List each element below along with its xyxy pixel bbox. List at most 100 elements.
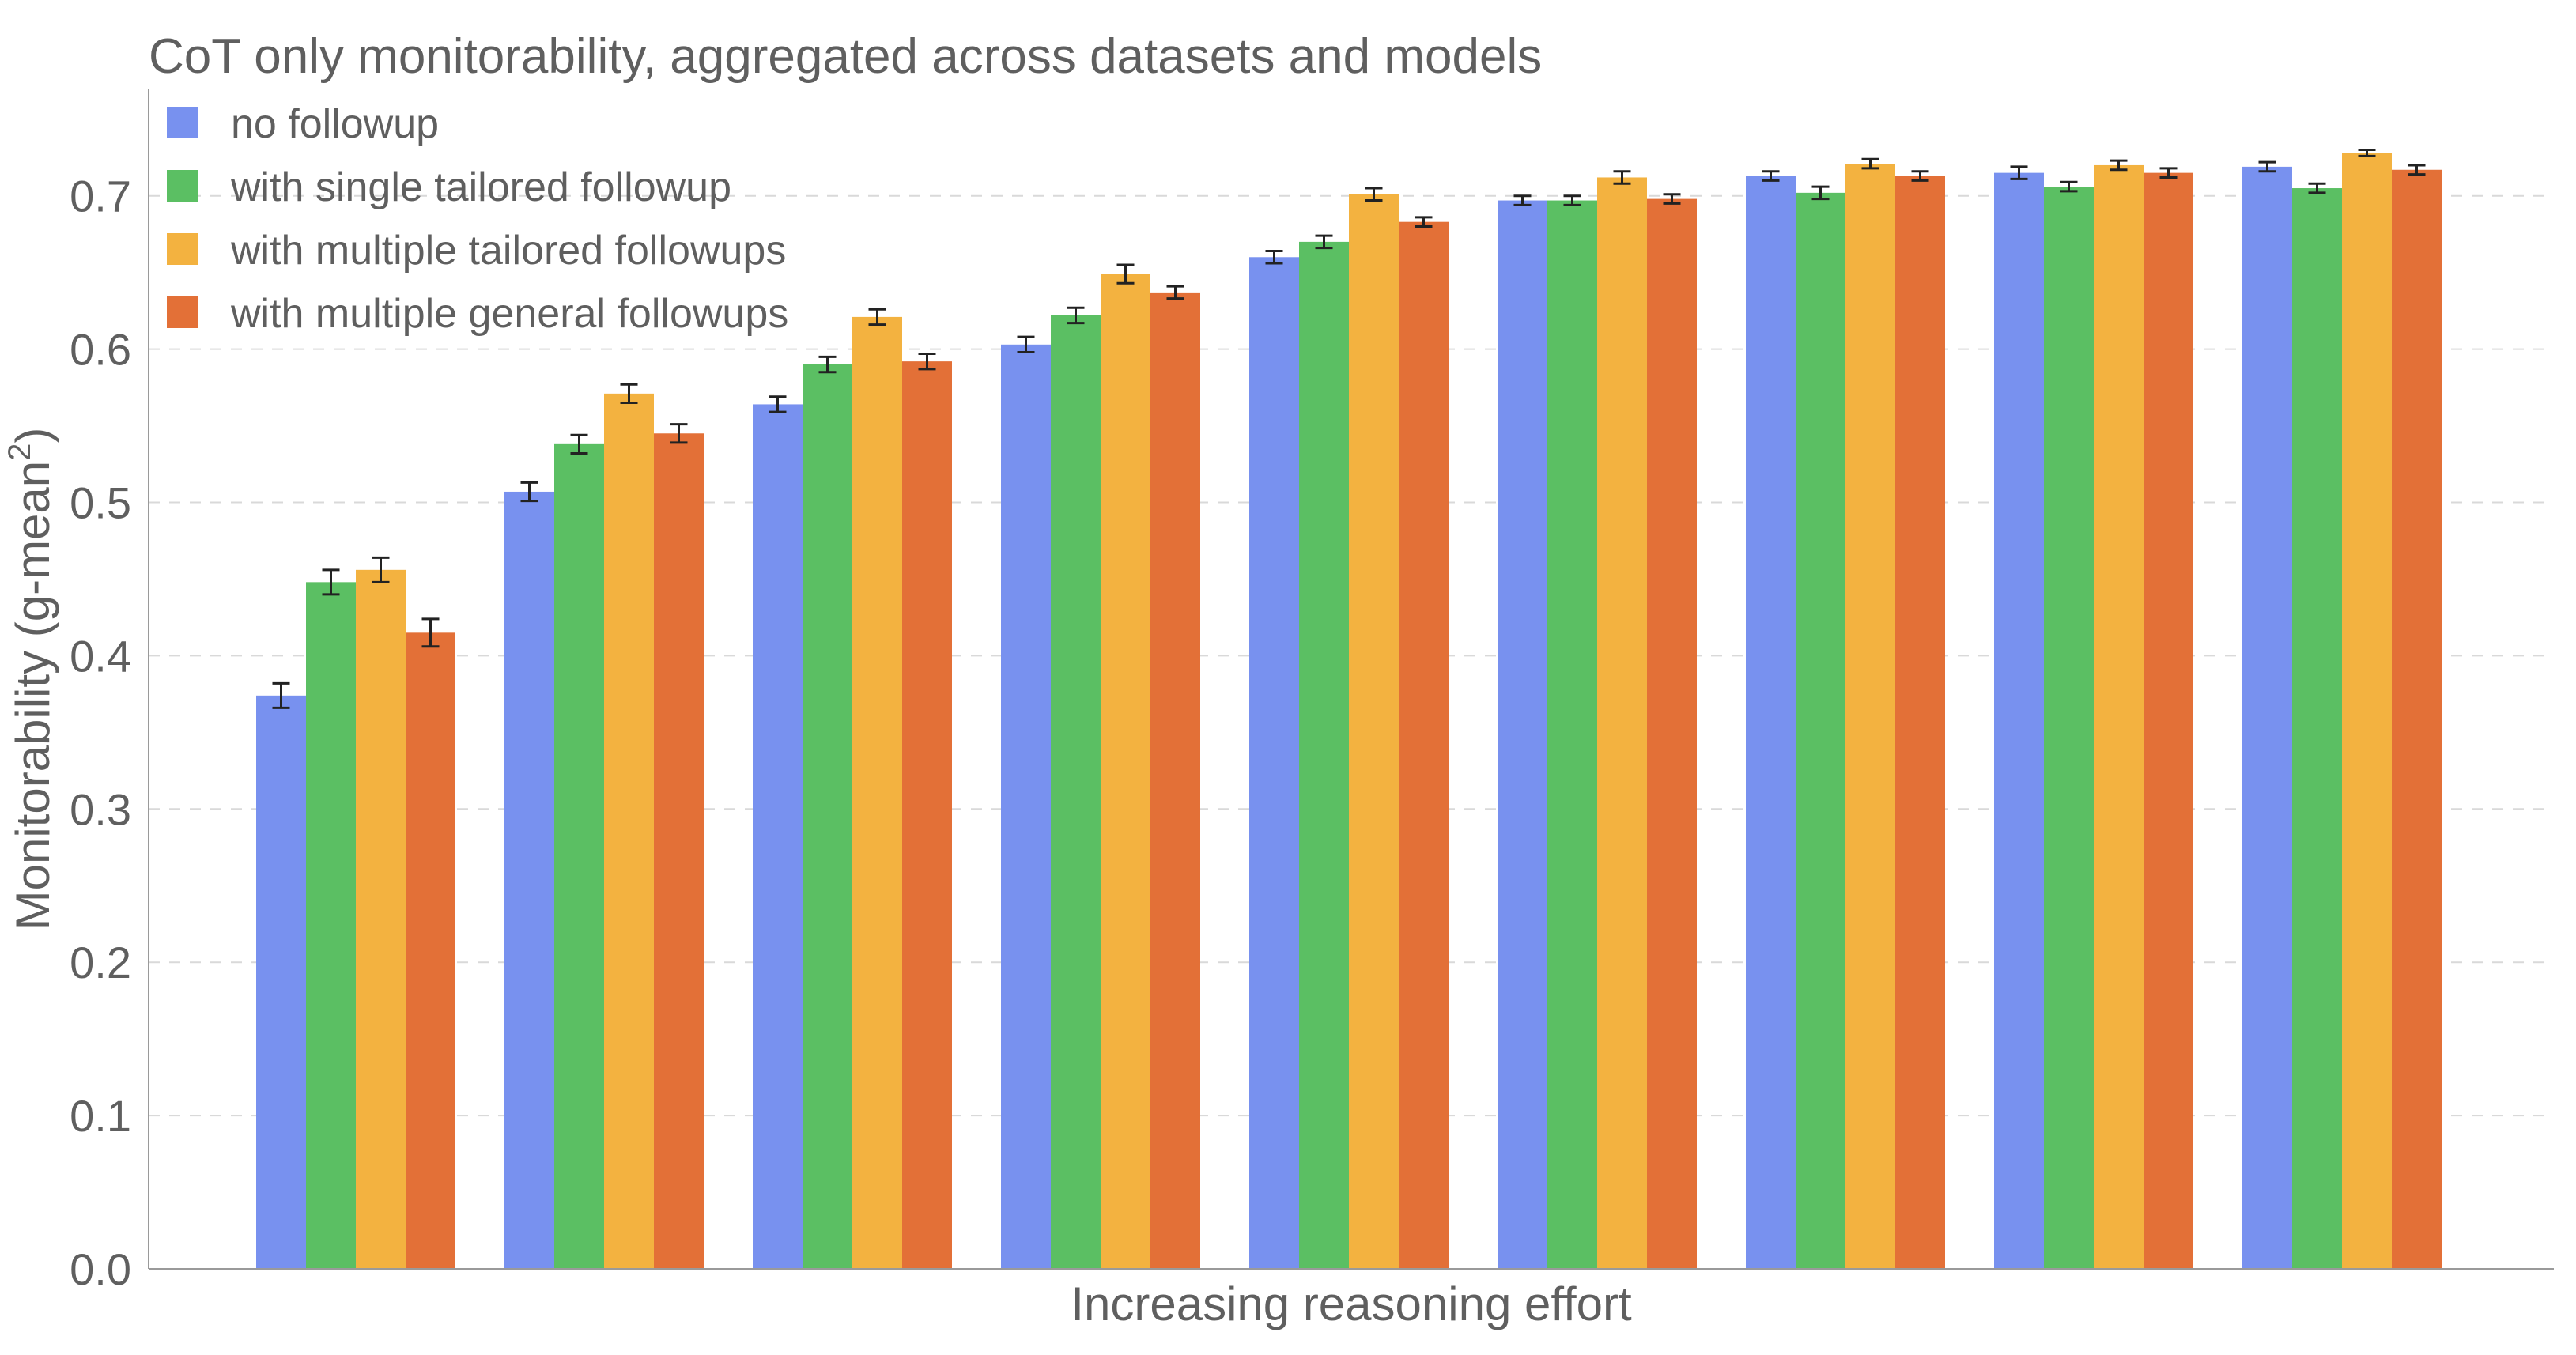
- bar: [2044, 187, 2094, 1269]
- error-bar: [1017, 335, 1035, 354]
- axes: [148, 89, 2554, 1270]
- y-tick-label: 0.7: [70, 172, 131, 221]
- bar: [753, 404, 803, 1269]
- bar: [306, 582, 356, 1269]
- bar: [1299, 241, 1349, 1269]
- bar: [654, 433, 704, 1269]
- bar: [2342, 153, 2392, 1269]
- bar: [902, 361, 952, 1270]
- error-bar: [1613, 170, 1631, 185]
- bar: [1101, 274, 1150, 1270]
- y-tick-label: 0.1: [70, 1091, 131, 1141]
- legend-label: with multiple general followups: [230, 291, 788, 337]
- error-bar: [1861, 157, 1879, 170]
- bar: [1051, 315, 1101, 1269]
- error-bar: [372, 556, 390, 583]
- error-bar: [2358, 149, 2376, 157]
- legend-label: with single tailored followup: [230, 164, 731, 210]
- legend-swatch: [167, 170, 198, 202]
- y-tick-label: 0.5: [70, 478, 131, 528]
- y-tick-label: 0.6: [70, 325, 131, 375]
- bar: [1895, 176, 1945, 1270]
- error-bar: [520, 481, 538, 503]
- legend-swatch: [167, 296, 198, 328]
- bar: [1845, 164, 1895, 1270]
- legend-item: with single tailored followup: [167, 164, 731, 210]
- error-bar: [421, 617, 440, 648]
- y-axis-label: Monitorability (g-mean2): [2, 428, 59, 930]
- error-bars: [272, 149, 2426, 709]
- error-bar: [322, 568, 340, 596]
- bar: [1994, 172, 2044, 1270]
- bar: [604, 393, 654, 1269]
- error-bar: [1911, 170, 1929, 182]
- error-bar: [1265, 250, 1283, 265]
- y-axis-label-close: ): [6, 428, 59, 443]
- bar: [803, 364, 852, 1270]
- legend-label: with multiple tailored followups: [230, 228, 786, 274]
- error-bar: [2110, 159, 2128, 172]
- error-bar: [2408, 164, 2426, 176]
- legend-swatch: [167, 233, 198, 265]
- y-tick-label: 0.0: [70, 1244, 131, 1294]
- bar: [2292, 188, 2342, 1269]
- bar: [1647, 198, 1697, 1269]
- error-bar: [2308, 182, 2326, 194]
- error-bar: [1415, 216, 1433, 228]
- bar: [852, 316, 902, 1270]
- error-bar: [272, 681, 290, 709]
- error-bar: [769, 395, 787, 413]
- chart-title: CoT only monitorability, aggregated acro…: [149, 29, 1542, 84]
- y-tick-label: 0.3: [70, 784, 131, 834]
- y-axis-label-text: Monitorability (g-mean: [6, 461, 59, 930]
- y-tick-labels: 0.0 0.1 0.2 0.3 0.4 0.5 0.6 0.7: [70, 172, 131, 1294]
- error-bar: [1663, 193, 1681, 205]
- error-bar: [670, 423, 688, 444]
- bar: [1547, 200, 1597, 1269]
- bar: [1796, 192, 1845, 1269]
- bar: [1249, 257, 1299, 1270]
- bar: [2094, 164, 2144, 1270]
- legend-swatch: [167, 107, 198, 138]
- y-axis-label-superscript: 2: [2, 443, 37, 461]
- error-bar: [570, 433, 588, 455]
- error-bar: [818, 355, 837, 374]
- legend-item: no followup: [167, 101, 439, 147]
- bar: [356, 569, 406, 1269]
- error-bar: [2159, 167, 2178, 179]
- error-bar: [1563, 194, 1581, 206]
- bars: [256, 153, 2442, 1270]
- bar: [504, 491, 554, 1269]
- error-bar: [2060, 180, 2078, 193]
- error-bar: [918, 352, 936, 371]
- bar: [1597, 177, 1647, 1270]
- bar: [1349, 194, 1399, 1269]
- bar: [554, 443, 604, 1269]
- legend: no followup with single tailored followup…: [167, 101, 788, 337]
- error-bar: [1762, 170, 1780, 182]
- x-axis-label: Increasing reasoning effort: [1071, 1278, 1632, 1330]
- error-bar: [1365, 187, 1383, 202]
- bar: [1150, 292, 1200, 1269]
- bar: [1399, 221, 1449, 1270]
- error-bar: [1315, 234, 1333, 250]
- error-bar: [1116, 263, 1135, 285]
- bar: [1498, 200, 1547, 1269]
- legend-item: with multiple tailored followups: [167, 228, 786, 274]
- error-bar: [1067, 306, 1085, 325]
- bar: [2242, 166, 2292, 1270]
- bar: [2392, 169, 2442, 1270]
- error-bar: [2258, 160, 2276, 173]
- bar: [406, 632, 455, 1269]
- error-bar: [868, 308, 886, 326]
- error-bar: [620, 383, 638, 404]
- legend-label: no followup: [231, 101, 439, 147]
- error-bar: [1513, 194, 1532, 206]
- y-tick-label: 0.4: [70, 631, 131, 681]
- bar: [256, 695, 306, 1269]
- error-bar: [1166, 285, 1184, 300]
- bar: [2144, 172, 2193, 1270]
- error-bar: [1811, 185, 1830, 201]
- legend-item: with multiple general followups: [167, 291, 788, 337]
